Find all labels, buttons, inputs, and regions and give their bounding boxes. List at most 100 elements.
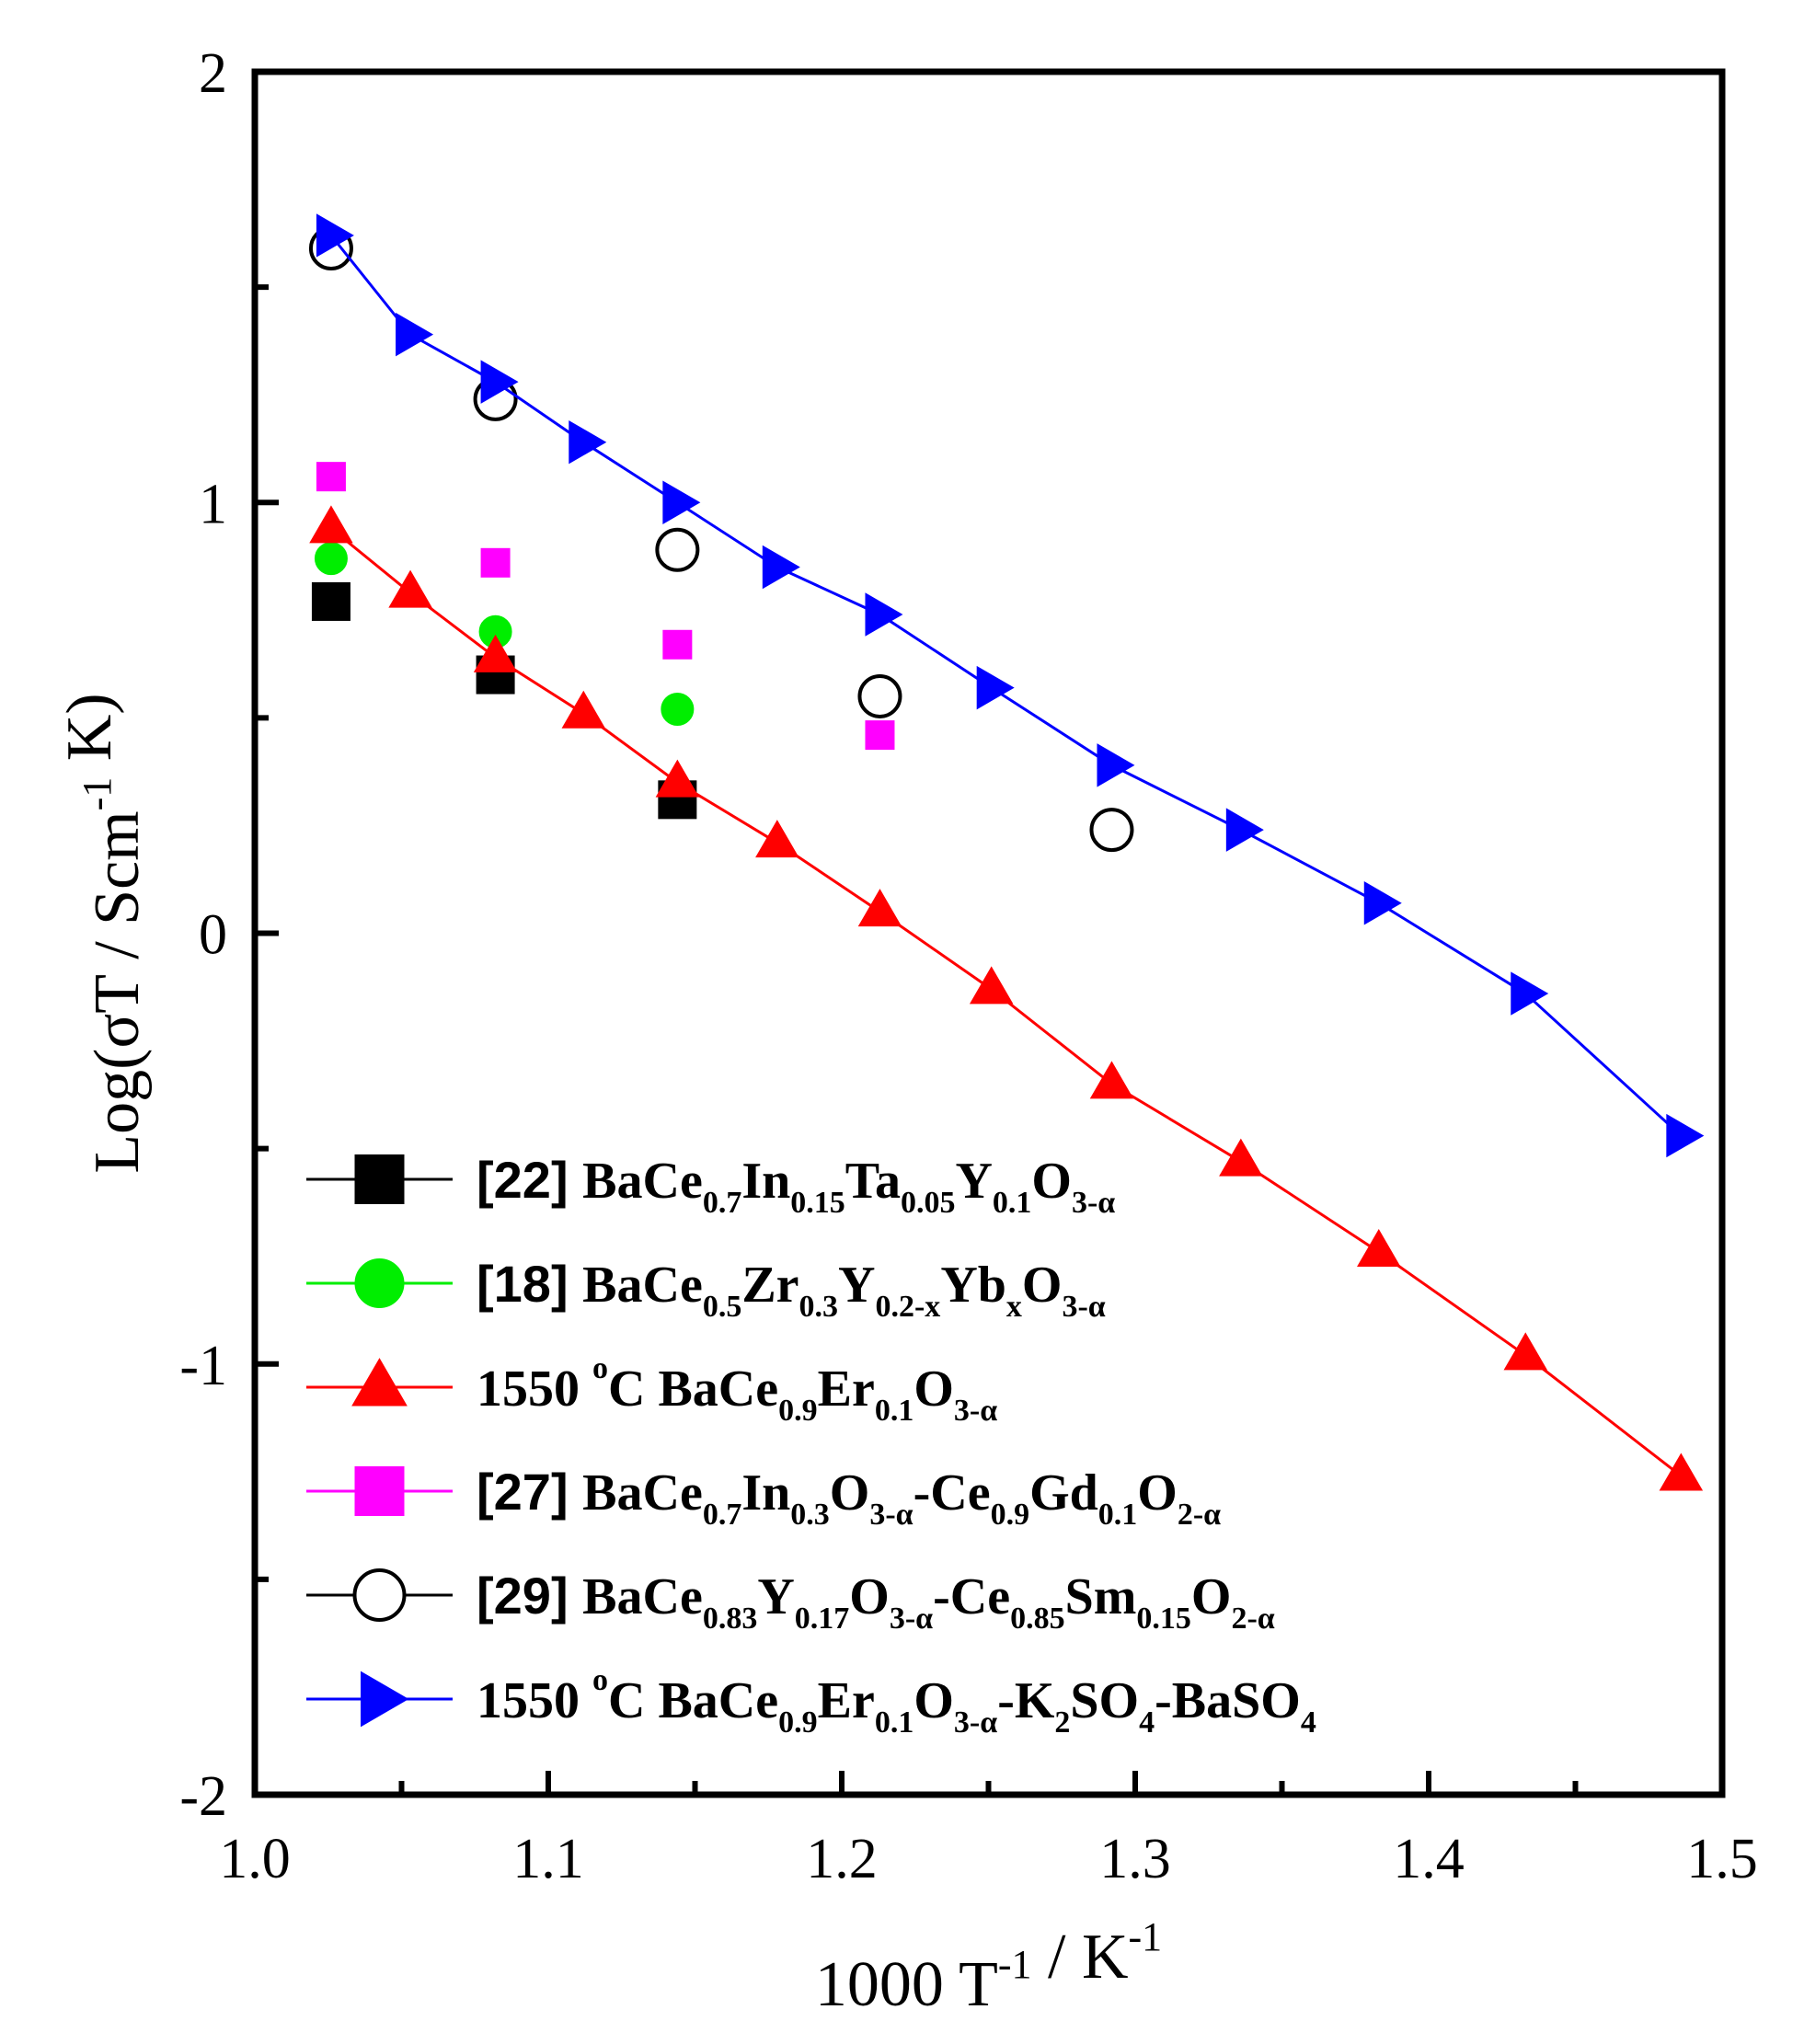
data-point xyxy=(857,889,902,927)
legend-label-part: 0.3 xyxy=(790,1498,830,1532)
legend: [22] BaCe0.7In0.15Ta0.05Y0.1O3-α [18] BaC… xyxy=(306,1151,1316,1740)
legend-label-part: 0.7 xyxy=(703,1186,742,1220)
legend-label-part: 0.1 xyxy=(1098,1498,1138,1532)
data-point xyxy=(569,419,607,465)
legend-label-part: Yb xyxy=(940,1257,1006,1314)
data-point xyxy=(1363,880,1402,925)
axis-ticks xyxy=(252,69,1725,1797)
legend-label-part: 0.85 xyxy=(1010,1602,1065,1636)
series-2 xyxy=(309,505,1704,1491)
legend-label-part: 1550 xyxy=(477,1672,592,1729)
legend-label-part: 0.83 xyxy=(703,1602,758,1636)
y-axis-title: Log(σT / Scm-1 K) xyxy=(54,693,153,1173)
legend-label-part: x xyxy=(1006,1290,1022,1324)
legend-label-part: 3-α xyxy=(1072,1186,1115,1220)
legend-label-part: [27] xyxy=(477,1463,582,1521)
data-point xyxy=(316,213,354,258)
legend-entry: [22] BaCe0.7In0.15Ta0.05Y0.1O3-α xyxy=(306,1151,1115,1220)
legend-label-part: O xyxy=(1191,1568,1232,1625)
legend-label-part: 0.1 xyxy=(875,1394,914,1428)
legend-label-part: [18] xyxy=(477,1255,582,1313)
legend-label-part: Y xyxy=(757,1568,794,1625)
legend-label-part: 0.9 xyxy=(991,1498,1030,1532)
x-tick-label: 1.1 xyxy=(512,1828,584,1890)
legend-label-part: BaCe xyxy=(582,1464,703,1522)
data-point xyxy=(857,673,902,718)
legend-marker xyxy=(354,1466,405,1516)
data-point xyxy=(561,690,606,729)
series-4 xyxy=(308,225,1134,853)
data-point xyxy=(661,693,695,727)
y-tick-label: 2 xyxy=(199,42,227,105)
data-point xyxy=(388,569,432,608)
data-point xyxy=(662,480,701,524)
y-tick-label: 1 xyxy=(199,473,227,535)
legend-label: [18] BaCe0.5Zr0.3Y0.2-xYbxO3-α xyxy=(477,1255,1106,1324)
y-tick-label: 0 xyxy=(199,904,227,967)
legend-label-part: BaCe xyxy=(582,1153,703,1210)
legend-marker xyxy=(361,1671,409,1728)
legend-label-part: SO xyxy=(1070,1672,1139,1729)
x-tick-label: 1.4 xyxy=(1393,1828,1465,1890)
legend-entry: 1550 oC BaCe0.9Er0.1O3-α xyxy=(306,1351,997,1428)
data-point xyxy=(1089,808,1134,853)
legend-label-part: In xyxy=(741,1464,790,1522)
legend-label: 1550 oC BaCe0.9Er0.1O3-α xyxy=(477,1351,997,1428)
x-tick-label: 1.3 xyxy=(1099,1828,1171,1890)
legend-label: [22] BaCe0.7In0.15Ta0.05Y0.1O3-α xyxy=(477,1151,1115,1220)
data-point xyxy=(311,581,350,621)
plot-frame xyxy=(251,68,1726,1798)
data-point xyxy=(473,634,518,672)
data-point xyxy=(865,720,895,751)
series-3 xyxy=(316,462,895,751)
data-point xyxy=(1511,971,1549,1016)
legend-label-part: 3-α xyxy=(890,1602,933,1636)
legend-marker xyxy=(351,1358,408,1407)
legend-label-part: Gd xyxy=(1029,1464,1098,1522)
legend-label-part: 0.9 xyxy=(778,1705,818,1740)
data-point xyxy=(1659,1453,1704,1491)
data-point xyxy=(1225,808,1264,852)
legend-label-part: Er xyxy=(818,1361,875,1418)
legend-label-part: 3-α xyxy=(1062,1290,1105,1324)
legend-label-part: 2-α xyxy=(1231,1602,1274,1636)
legend-label-part: 3-α xyxy=(869,1498,913,1532)
legend-label-part: BaCe xyxy=(582,1568,703,1625)
x-tick-label: 1.5 xyxy=(1686,1828,1758,1890)
legend-label-part: o xyxy=(592,1663,608,1697)
axis-labels: 1.0 1.1 1.2 1.3 1.4 1.5 -2 -1 0 1 2 1000 T-1 / K-1 L… xyxy=(54,42,1758,2020)
legend-label-part: Ta xyxy=(845,1153,901,1210)
legend-label-part: 2-α xyxy=(1178,1498,1221,1532)
legend-label-part: O xyxy=(913,1361,954,1418)
legend-label-part: -Ce xyxy=(933,1568,1010,1625)
legend-label-part: 0.05 xyxy=(901,1186,956,1220)
legend-entry: [27] BaCe0.7In0.3O3-α-Ce0.9Gd0.1O2-α xyxy=(306,1463,1221,1532)
data-point xyxy=(396,312,434,357)
data-point xyxy=(755,820,799,858)
data-point xyxy=(480,547,511,578)
legend-label-part: Er xyxy=(818,1672,875,1729)
legend-label-part: O xyxy=(830,1464,870,1522)
series-5 xyxy=(316,213,1705,1158)
data-point xyxy=(969,966,1014,1005)
legend-label-part: C BaCe xyxy=(608,1361,778,1418)
legend-label-part: O xyxy=(913,1672,954,1729)
legend-label-part: Y xyxy=(838,1257,875,1314)
data-point xyxy=(1503,1332,1548,1371)
legend-label-part: O xyxy=(1031,1153,1072,1210)
data-point xyxy=(1089,1061,1134,1099)
legend-label-part: 0.3 xyxy=(799,1290,839,1324)
legend-label-part: 0.15 xyxy=(1136,1602,1191,1636)
legend-label-part: 3-α xyxy=(954,1394,997,1428)
data-point xyxy=(976,665,1015,710)
legend-label-part: -Ce xyxy=(913,1464,991,1522)
y-tick-label: -1 xyxy=(179,1335,227,1397)
x-tick-label: 1.0 xyxy=(219,1828,291,1890)
legend-marker xyxy=(352,1568,407,1622)
legend-label-part: 3-α xyxy=(954,1705,997,1740)
legend-label: 1550 oC BaCe0.9Er0.1O3-α-K2SO4-BaSO4 xyxy=(477,1663,1316,1740)
legend-marker xyxy=(354,1258,405,1308)
legend-label-part: In xyxy=(741,1153,790,1210)
